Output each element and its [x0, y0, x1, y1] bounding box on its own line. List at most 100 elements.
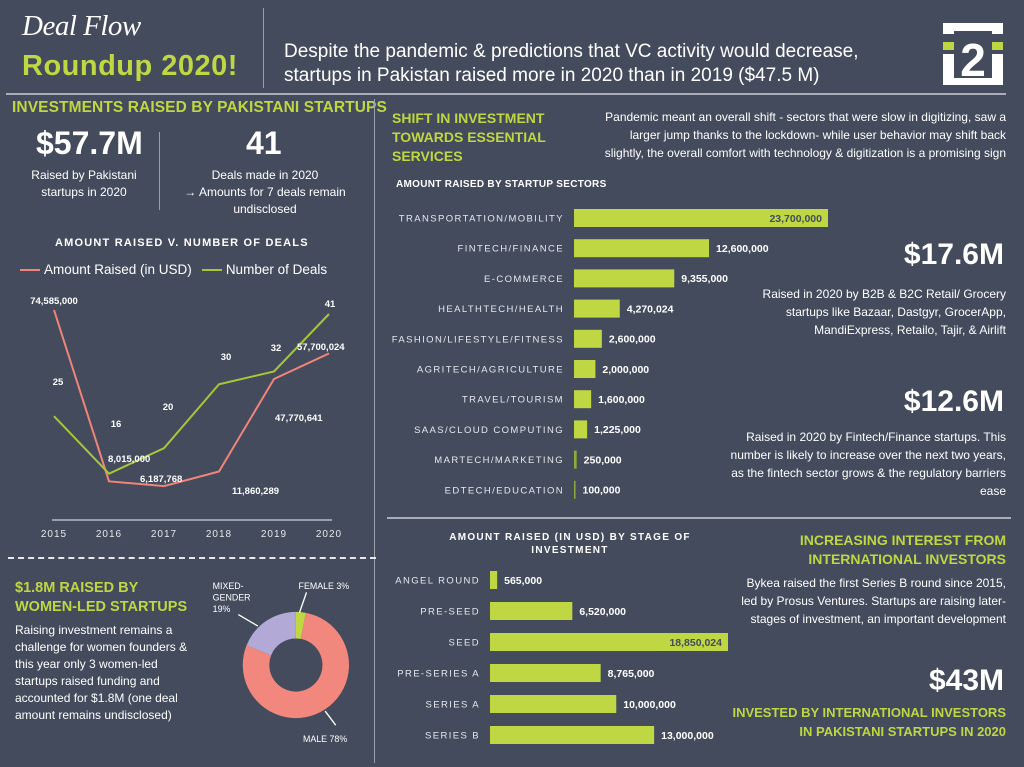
- column-divider: [374, 99, 375, 763]
- sector-bar-chart: TRANSPORTATION/MOBILITY 23,700,000 FINTECH…: [392, 209, 828, 499]
- line-chart-legend: Amount Raised (in USD) Number of Deals: [20, 262, 327, 277]
- bar-value-label: 2,600,000: [609, 334, 656, 346]
- total-amount-stat: $57.7M: [36, 125, 143, 161]
- deals-data-label: 41: [325, 299, 336, 310]
- x-tick-label: 2017: [151, 529, 177, 540]
- male-leader-line: [324, 710, 337, 726]
- amount-data-label: 57,700,024: [297, 342, 345, 353]
- international-text: Bykea raised the first Series B round si…: [741, 576, 1006, 626]
- bar-category-label: TRANSPORTATION/MOBILITY: [399, 214, 564, 225]
- bar: [490, 726, 655, 744]
- amount-data-label: 8,015,000: [108, 454, 150, 465]
- bar-category-label: TRAVEL/TOURISM: [462, 395, 564, 406]
- amount-data-label: 6,187,768: [140, 474, 182, 485]
- i2i-logo-icon: 2: [943, 23, 1003, 86]
- legend-swatch-deals: [201, 268, 222, 271]
- retail-stat-text: Raised in 2020 by B2B & B2C Retail/ Groc…: [762, 287, 1006, 337]
- bar: [490, 633, 728, 651]
- female-slice: [295, 611, 306, 639]
- bar-category-label: FINTECH/FINANCE: [458, 244, 565, 255]
- amount-data-label: 47,770,641: [275, 413, 323, 424]
- x-tick-label: 2020: [316, 529, 342, 540]
- deals-data-label: 25: [53, 377, 64, 388]
- bar-category-label: AGRITECH/AGRICULTURE: [417, 365, 564, 376]
- women-section-text: Raising investment remains a challenge f…: [15, 623, 188, 722]
- x-tick-label: 2018: [206, 529, 232, 540]
- amount-raised-line: [53, 309, 330, 488]
- header-summary-line1: Despite the pandemic & predictions that …: [284, 41, 859, 62]
- shift-section-text: Pandemic meant an overall shift - sector…: [604, 110, 1006, 160]
- mixed-gender-slice: [246, 611, 296, 656]
- bar-value-label: 1,600,000: [598, 394, 645, 406]
- mixed-label-line3: 19%: [213, 604, 231, 614]
- header-divider: [263, 8, 264, 88]
- deals-data-label: 30: [221, 352, 232, 363]
- bar: [490, 695, 617, 713]
- bar-category-label: SAAS/CLOUD COMPUTING: [414, 425, 564, 436]
- bar-value-label: 8,765,000: [608, 668, 655, 680]
- number-of-deals-line: [53, 313, 330, 475]
- bar-category-label: FASHION/LIFESTYLE/FITNESS: [392, 334, 564, 345]
- line-chart: 2015 2016 2017 2018 2019 202074,585,0008,015,…: [30, 296, 345, 540]
- x-tick-label: 2019: [261, 529, 287, 540]
- bar-category-label: SERIES A: [426, 700, 481, 711]
- bar-value-label: 565,000: [504, 575, 542, 587]
- legend-label-amount: Amount Raised (in USD): [44, 262, 192, 277]
- deals-caption-line1: Deals made in 2020: [211, 168, 319, 182]
- bar-category-label: HEALTHTECH/HEALTH: [438, 304, 564, 315]
- line-chart-title: AMOUNT RAISED V. NUMBER OF DEALS: [55, 237, 309, 249]
- brand-subtitle: Roundup 2020!: [22, 50, 238, 82]
- bar-category-label: SEED: [449, 638, 480, 649]
- bar: [490, 602, 573, 620]
- male-slice: [242, 612, 350, 719]
- svg-text:2: 2: [960, 34, 986, 86]
- retail-stat-value: $17.6M: [903, 238, 1004, 271]
- bar-category-label: EDTECH/EDUCATION: [445, 485, 564, 496]
- mixed-leader-line: [237, 613, 259, 627]
- stat-divider: [159, 132, 160, 210]
- international-title: INCREASING INTEREST FROM INTERNATIONAL I…: [799, 532, 1006, 567]
- legend-swatch-amount: [20, 268, 40, 271]
- header-summary: Despite the pandemic & predictions that …: [284, 40, 924, 88]
- bar-value-label: 4,270,024: [627, 303, 674, 315]
- brand-title: Deal Flow: [22, 10, 141, 42]
- bar-value-label: 1,225,000: [594, 424, 641, 436]
- bar-value-label: 2,000,000: [602, 364, 649, 376]
- mixed-label-line2: GENDER: [213, 592, 251, 602]
- bar: [574, 420, 588, 439]
- female-leader-line: [298, 592, 308, 613]
- shift-section-title: SHIFT IN INVESTMENT TOWARDS ESSENTIAL SE…: [392, 110, 546, 164]
- bar-category-label: PRE-SEED: [420, 607, 480, 618]
- bar-value-label: 6,520,000: [579, 606, 626, 618]
- fintech-stat-text: Raised in 2020 by Fintech/Finance startu…: [730, 430, 1006, 498]
- header-summary-line2: startups in Pakistan raised more in 2020…: [284, 65, 820, 86]
- fintech-stat-value: $12.6M: [903, 385, 1004, 418]
- bar-value-label: 18,850,024: [669, 637, 722, 649]
- bar: [574, 480, 576, 499]
- amount-data-label: 11,860,289: [232, 486, 279, 497]
- bar-value-label: 250,000: [584, 454, 622, 466]
- investments-title: INVESTMENTS RAISED BY PAKISTANI STARTUPS: [12, 99, 387, 116]
- bar-value-label: 12,600,000: [716, 243, 769, 255]
- bar-category-label: MARTECH/MARKETING: [434, 455, 564, 466]
- deals-caption: Deals made in 2020 → Amounts for 7 deals…: [170, 167, 360, 218]
- stage-bar-chart: ANGEL ROUND 565,000 PRE-SEED 6,520,000 SEED 1…: [395, 571, 728, 744]
- mixed-label-line1: MIXED-: [213, 581, 244, 591]
- bar-value-label: 10,000,000: [623, 699, 676, 711]
- women-section-title: $1.8M RAISED BY WOMEN-LED STARTUPS: [15, 580, 188, 615]
- x-tick-label: 2016: [96, 529, 122, 540]
- international-stat-caption: INVESTED BY INTERNATIONAL INVESTORS IN P…: [732, 705, 1006, 739]
- female-label: FEMALE 3%: [299, 581, 350, 591]
- deals-data-label: 16: [111, 419, 122, 430]
- deals-data-label: 20: [163, 402, 174, 413]
- bar-category-label: ANGEL ROUND: [395, 576, 480, 587]
- amount-caption: Raised by Pakistani startups in 2020: [31, 168, 137, 199]
- bar: [574, 360, 596, 378]
- bar: [574, 390, 592, 409]
- bar-value-label: 9,355,000: [681, 273, 728, 285]
- amount-data-label: 74,585,000: [30, 296, 78, 307]
- sector-chart-title: AMOUNT RAISED BY STARTUP SECTORS: [396, 179, 607, 190]
- bar-category-label: SERIES B: [425, 731, 480, 742]
- gender-donut-chart: FEMALE 3% MALE 78% MIXED-GENDER 19%: [213, 581, 350, 744]
- deals-data-label: 32: [271, 343, 282, 354]
